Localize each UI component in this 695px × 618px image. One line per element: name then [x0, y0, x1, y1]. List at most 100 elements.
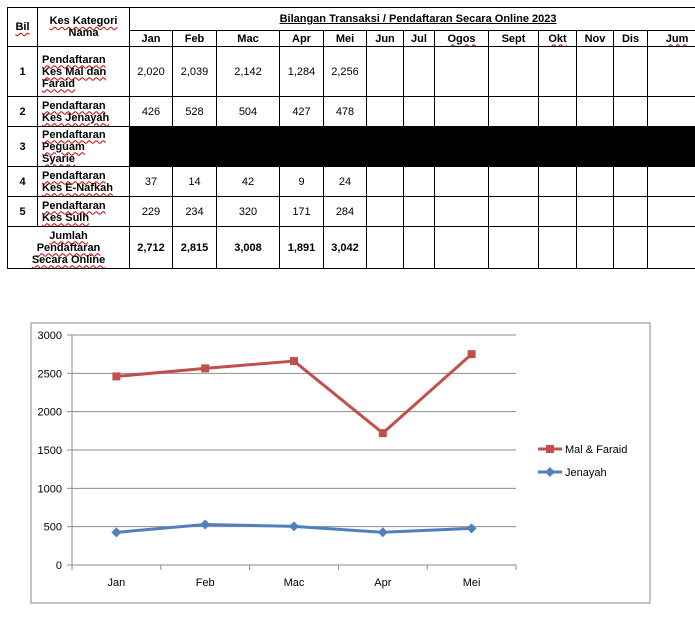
- y-tick-label: 500: [44, 522, 62, 534]
- value-cell: [488, 46, 539, 97]
- value-cell: 2,039: [172, 46, 217, 97]
- value-cell: [403, 96, 435, 127]
- value-cell: [403, 46, 435, 97]
- value-cell: 2,020: [129, 46, 173, 97]
- month-header: Mei: [323, 30, 367, 47]
- value-cell: [576, 196, 614, 227]
- month-header: Jul: [403, 30, 435, 47]
- month-label: Ogos: [447, 32, 476, 45]
- data-point: [111, 527, 122, 538]
- value-cell: [366, 196, 404, 227]
- total-cell: [403, 226, 435, 269]
- category-name: Pendaftaran Kes Jenayah: [37, 96, 130, 127]
- value-cell: 528: [172, 96, 217, 127]
- value-cell: [403, 196, 435, 227]
- value-cell: 427: [279, 96, 324, 127]
- month-label: Feb: [184, 32, 205, 45]
- month-label: Mei: [335, 32, 355, 45]
- month-header: Nov: [576, 30, 614, 47]
- total-cell: [613, 226, 648, 269]
- table-row: 3 Pendaftaran Peguam Syarie: [7, 126, 695, 167]
- month-label: Dis: [621, 32, 640, 45]
- category-name-line: Kes E-Nafkah: [42, 181, 113, 194]
- value-cell: [366, 46, 404, 97]
- month-header: Okt: [538, 30, 577, 47]
- x-tick-label: Jan: [108, 577, 126, 589]
- value-cell: [366, 96, 404, 127]
- month-header: Jun: [366, 30, 404, 47]
- x-tick-label: Mac: [284, 577, 305, 589]
- total-cell: [646, 226, 695, 269]
- category-name: Pendaftaran Kes E-Nafkah: [37, 166, 130, 197]
- total-label-line: Jumlah: [49, 229, 88, 242]
- month-header: Sept: [488, 30, 539, 47]
- value-cell: [403, 166, 435, 197]
- category-name-line: Pendaftaran: [42, 99, 106, 112]
- y-tick-label: 0: [56, 560, 62, 572]
- data-point: [290, 357, 298, 366]
- total-label-line: Secara Online: [31, 253, 106, 266]
- value-cell: 24: [323, 166, 367, 197]
- value-cell: [613, 196, 648, 227]
- row-number: 3: [7, 126, 38, 167]
- value-cell: [538, 46, 577, 97]
- month-header: Ogos: [434, 30, 489, 47]
- category-name-line: Kes Mal dan: [42, 65, 107, 78]
- total-cell: 2,815: [172, 226, 217, 269]
- data-point: [378, 429, 387, 438]
- month-label: Okt: [548, 32, 567, 45]
- table-row: 5 Pendaftaran Kes Sulh 229 234 320 171 284: [7, 196, 695, 227]
- category-name-line: Pendaftaran: [42, 128, 106, 141]
- data-point: [112, 372, 121, 381]
- x-tick-label: Mei: [463, 577, 481, 589]
- value-cell: 234: [172, 196, 217, 227]
- value-cell: [613, 96, 648, 127]
- table-row: 2 Pendaftaran Kes Jenayah 426 528 504 427 478: [7, 96, 695, 127]
- table-row: 4 Pendaftaran Kes E-Nafkah 37 14 42 9 24: [7, 166, 695, 197]
- value-cell: [366, 166, 404, 197]
- month-label: Nov: [584, 32, 606, 45]
- month-header: Apr: [279, 30, 324, 47]
- value-cell: 14: [172, 166, 217, 197]
- category-name-line: Kes Sulh: [42, 211, 90, 224]
- category-name: Pendaftaran Kes Mal dan Faraid: [37, 46, 130, 97]
- header-kategori: Kes Kategori Nama: [37, 7, 130, 47]
- category-name-line: Pendaftaran: [42, 169, 106, 182]
- value-cell: [646, 96, 695, 127]
- total-row: Jumlah Pendaftaran Secara Online 2,712 2,815…: [7, 226, 695, 269]
- month-label: Jul: [411, 32, 427, 45]
- value-cell: [538, 166, 577, 197]
- value-cell: [613, 166, 648, 197]
- value-cell: [646, 166, 695, 197]
- total-cell: [434, 226, 489, 269]
- redacted-cells: [128, 126, 695, 167]
- value-cell: [434, 46, 489, 97]
- month-label: Jum: [665, 32, 689, 45]
- total-cell: 1,891: [279, 226, 324, 269]
- value-cell: [434, 96, 489, 127]
- value-cell: [646, 196, 695, 227]
- y-tick-label: 2000: [38, 407, 62, 419]
- category-name-line: Pendaftaran: [42, 199, 106, 212]
- value-cell: [488, 96, 539, 127]
- data-point: [201, 364, 210, 373]
- line-chart: 0 500 1000 1500 2000 2500 3000 Jan Feb Mac Apr Mei M…: [30, 322, 651, 604]
- y-tick-label: 2500: [38, 368, 62, 380]
- month-header: Jan: [129, 30, 173, 47]
- total-cell: 3,042: [323, 226, 367, 269]
- chart-frame: [30, 322, 651, 604]
- total-label: Jumlah Pendaftaran Secara Online: [7, 226, 130, 269]
- category-name-line: Pendaftaran: [42, 53, 106, 66]
- x-tick-label: Feb: [196, 577, 215, 589]
- value-cell: [576, 166, 614, 197]
- table-title: Bilangan Transaksi / Pendaftaran Secara …: [128, 7, 695, 31]
- legend-marker: [545, 467, 555, 477]
- total-cell: 2,712: [129, 226, 173, 269]
- y-tick-label: 1000: [38, 483, 62, 495]
- value-cell: [488, 196, 539, 227]
- legend-label: Mal & Faraid: [565, 444, 627, 456]
- value-cell: 2,142: [216, 46, 280, 97]
- value-cell: [434, 166, 489, 197]
- category-name: Pendaftaran Kes Sulh: [37, 196, 130, 227]
- value-cell: 37: [129, 166, 173, 197]
